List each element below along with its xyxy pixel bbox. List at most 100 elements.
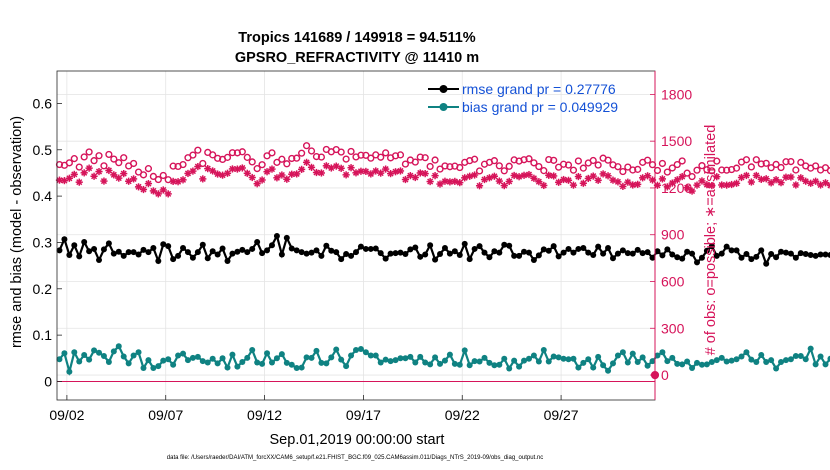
assimilated-point [179,176,187,184]
possible-point [130,159,138,168]
bias-point [150,365,157,372]
assimilated-point [747,178,755,186]
rmse-point [303,250,310,257]
possible-point [228,149,237,157]
assimilated-point [382,165,390,173]
legend-rmse-label: rmse grand pr = 0.27776 [462,81,616,97]
rmse-point [308,249,315,256]
assimilated-point [164,190,172,198]
rmse-point [703,247,710,254]
bias-point [684,358,691,365]
bias-point [105,359,112,366]
bias-point [437,360,444,367]
bias-point [659,349,666,356]
bias-point [175,352,182,359]
bias-point [61,350,68,357]
y-left-tick-label: 0 [44,373,52,389]
assimilated-point [708,182,716,190]
rmse-point [684,248,691,255]
rmse-point [392,250,399,257]
rmse-point [288,245,295,252]
bias-point [135,349,142,356]
rmse-point [140,246,147,253]
rmse-point [471,245,478,252]
rmse-point [812,252,819,259]
bias-point [807,345,814,352]
bias-point [778,359,785,366]
possible-point [826,167,830,175]
y-axis-left: 0 0.1 0.2 0.3 0.4 0.5 0.6 [33,95,62,389]
possible-point [149,172,157,181]
assimilated-point [713,173,721,181]
possible-point [144,165,153,173]
series-bias-points [56,343,830,375]
rmse-point [787,250,794,257]
rmse-point [125,249,132,256]
rmse-point [555,253,562,260]
possible-point [742,156,751,164]
possible-point [65,159,73,167]
assimilated-point [668,179,676,187]
rmse-point [283,234,290,241]
x-axis: 09/02 09/07 09/12 09/17 09/22 09/27 [49,395,579,423]
rmse-point [120,252,127,259]
rmse-point [150,245,157,252]
assimilated-point [812,177,820,185]
bias-point [471,358,478,365]
bias-point [397,355,404,362]
bias-point [654,352,661,359]
bias-point [120,353,127,360]
rmse-point [644,249,651,256]
bias-point [812,361,819,368]
bias-point [817,353,824,360]
bias-point [229,351,236,358]
bias-point [728,357,735,364]
possible-point [471,155,479,163]
assimilated-point [515,173,523,181]
possible-point [713,157,721,165]
rmse-point [496,249,503,256]
data-file-footnote: data file: /Users/raeder/DAI/ATM_forcXX/… [167,455,543,461]
assimilated-point [683,184,691,192]
possible-point [564,161,573,169]
bias-point [486,359,493,366]
possible-point [693,166,701,174]
rmse-point [570,249,577,256]
bias-point [209,355,216,362]
assimilated-point [243,169,251,177]
assimilated-point [70,170,78,178]
rmse-point [708,243,715,250]
possible-point [495,162,503,170]
assimilated-point [698,177,706,185]
rmse-point [595,243,602,250]
rmse-point [417,253,424,260]
bias-point [639,354,646,361]
bias-point [189,354,196,361]
bias-point [634,359,641,366]
possible-point [357,151,365,159]
assimilated-point [624,178,632,186]
bias-point [708,359,715,366]
bias-point [506,365,513,372]
rmse-point [264,247,271,254]
rmse-point [491,248,498,255]
bias-point [303,354,310,361]
assimilated-point [263,168,271,176]
rmse-point [180,245,187,252]
possible-point [446,163,454,171]
bias-point [718,354,725,361]
bias-point [753,359,760,366]
rmse-point [338,256,345,263]
bias-point [278,351,285,358]
bias-point [170,361,177,368]
rmse-point [792,254,799,261]
rmse-point [773,254,780,261]
rmse-point [254,238,261,245]
rmse-point [224,257,231,264]
rmse-point [249,245,256,252]
possible-point [812,162,820,170]
rmse-point [535,252,542,259]
bias-point [268,359,275,366]
bias-point [298,364,305,371]
bias-point [199,358,206,365]
